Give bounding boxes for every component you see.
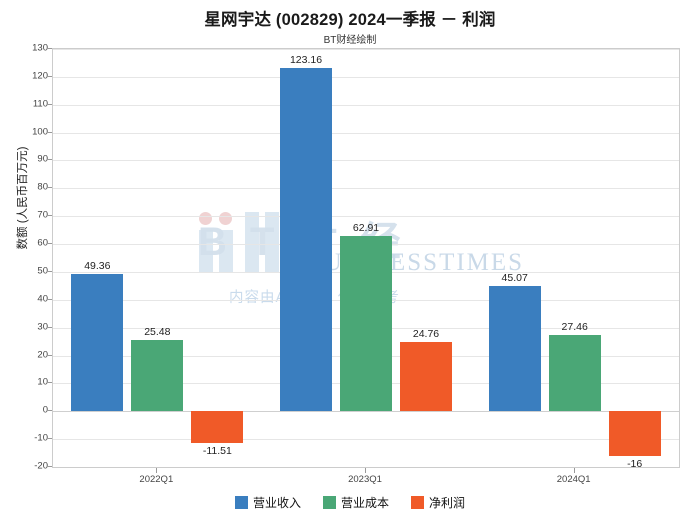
gridline	[53, 76, 679, 78]
y-tick-mark	[47, 382, 52, 384]
gridline	[53, 132, 679, 134]
y-tick-label: 70	[37, 209, 48, 221]
y-tick-mark	[47, 131, 52, 133]
y-tick-mark	[47, 354, 52, 356]
legend: 营业收入 营业成本 净利润	[0, 494, 700, 511]
gridline	[53, 104, 679, 106]
gridline	[53, 411, 679, 413]
gridline	[53, 439, 679, 441]
bar	[488, 285, 541, 412]
legend-item[interactable]: 净利润	[411, 494, 465, 511]
gridline	[53, 216, 679, 218]
y-tick-mark	[47, 215, 52, 217]
bar	[548, 334, 601, 412]
y-tick-mark	[47, 48, 52, 49]
legend-label: 营业成本	[340, 496, 389, 510]
y-tick-mark	[47, 103, 52, 105]
y-tick-label: 60	[37, 237, 48, 249]
plot-area: B T 财 经 BUSINESSTIMES 内容由AI生成，仅供参考 49.36…	[52, 48, 680, 468]
bar-value-label: 25.48	[144, 326, 171, 339]
bar-value-label: 49.36	[84, 259, 111, 272]
y-tick-label: 130	[32, 42, 48, 54]
y-tick-label: 0	[42, 404, 48, 416]
chart-title: 星网宇达 (002829) 2024一季报 － 利润	[204, 11, 496, 29]
legend-swatch	[234, 496, 248, 509]
y-tick-label: 30	[37, 321, 48, 333]
y-tick-label: 10	[37, 376, 48, 388]
x-tick-mark	[365, 468, 366, 473]
x-tick-mark	[156, 468, 158, 473]
bar-value-label: 45.07	[501, 271, 528, 284]
bar-value-label: 27.46	[561, 320, 588, 333]
y-tick-mark	[47, 75, 52, 77]
bar-value-label: 24.76	[412, 328, 440, 341]
legend-label: 营业收入	[252, 496, 301, 510]
gridline	[53, 160, 679, 162]
y-tick-label: 20	[37, 349, 48, 361]
legend-swatch	[322, 496, 336, 509]
y-tick-mark	[47, 243, 52, 245]
gridline	[53, 188, 679, 190]
gridline	[53, 467, 679, 468]
bar-value-label: 62.91	[352, 221, 380, 234]
chart-subtitle: BT财经绘制	[323, 35, 377, 46]
legend-label: 净利润	[429, 496, 466, 510]
y-tick-mark	[47, 438, 52, 440]
y-tick-mark	[47, 410, 52, 412]
y-tick-label: -20	[34, 460, 48, 472]
bar	[131, 340, 184, 412]
bar-value-label: -11.51	[202, 445, 232, 458]
bar	[191, 411, 244, 444]
y-tick-mark	[47, 187, 52, 189]
legend-item[interactable]: 营业成本	[322, 494, 389, 511]
bar	[608, 411, 661, 456]
y-tick-label: 40	[37, 293, 48, 305]
bar	[71, 273, 124, 412]
y-tick-mark	[47, 326, 52, 328]
y-tick-label: 120	[32, 70, 48, 82]
bar	[400, 342, 452, 412]
x-tick-mark	[573, 468, 575, 473]
y-tick-label: 90	[37, 153, 48, 165]
y-tick-mark	[47, 466, 52, 467]
gridline	[53, 49, 679, 50]
x-tick-label: 2023Q1	[348, 474, 382, 485]
y-tick-label: 80	[37, 181, 48, 193]
y-tick-label: -10	[34, 432, 48, 444]
legend-item[interactable]: 营业收入	[234, 494, 301, 511]
y-tick-mark	[47, 298, 52, 300]
bar	[340, 235, 392, 412]
legend-swatch	[411, 496, 424, 509]
y-tick-label: 100	[32, 126, 48, 138]
y-tick-mark	[47, 159, 52, 161]
y-tick-label: 110	[32, 98, 48, 110]
x-tick-label: 2022Q1	[139, 474, 174, 485]
y-tick-label: 50	[37, 265, 48, 277]
y-tick-mark	[47, 270, 52, 272]
bar	[280, 68, 332, 412]
bar-value-label: 123.16	[289, 54, 323, 67]
x-tick-label: 2024Q1	[556, 474, 591, 485]
bar-value-label: -16	[627, 457, 643, 468]
